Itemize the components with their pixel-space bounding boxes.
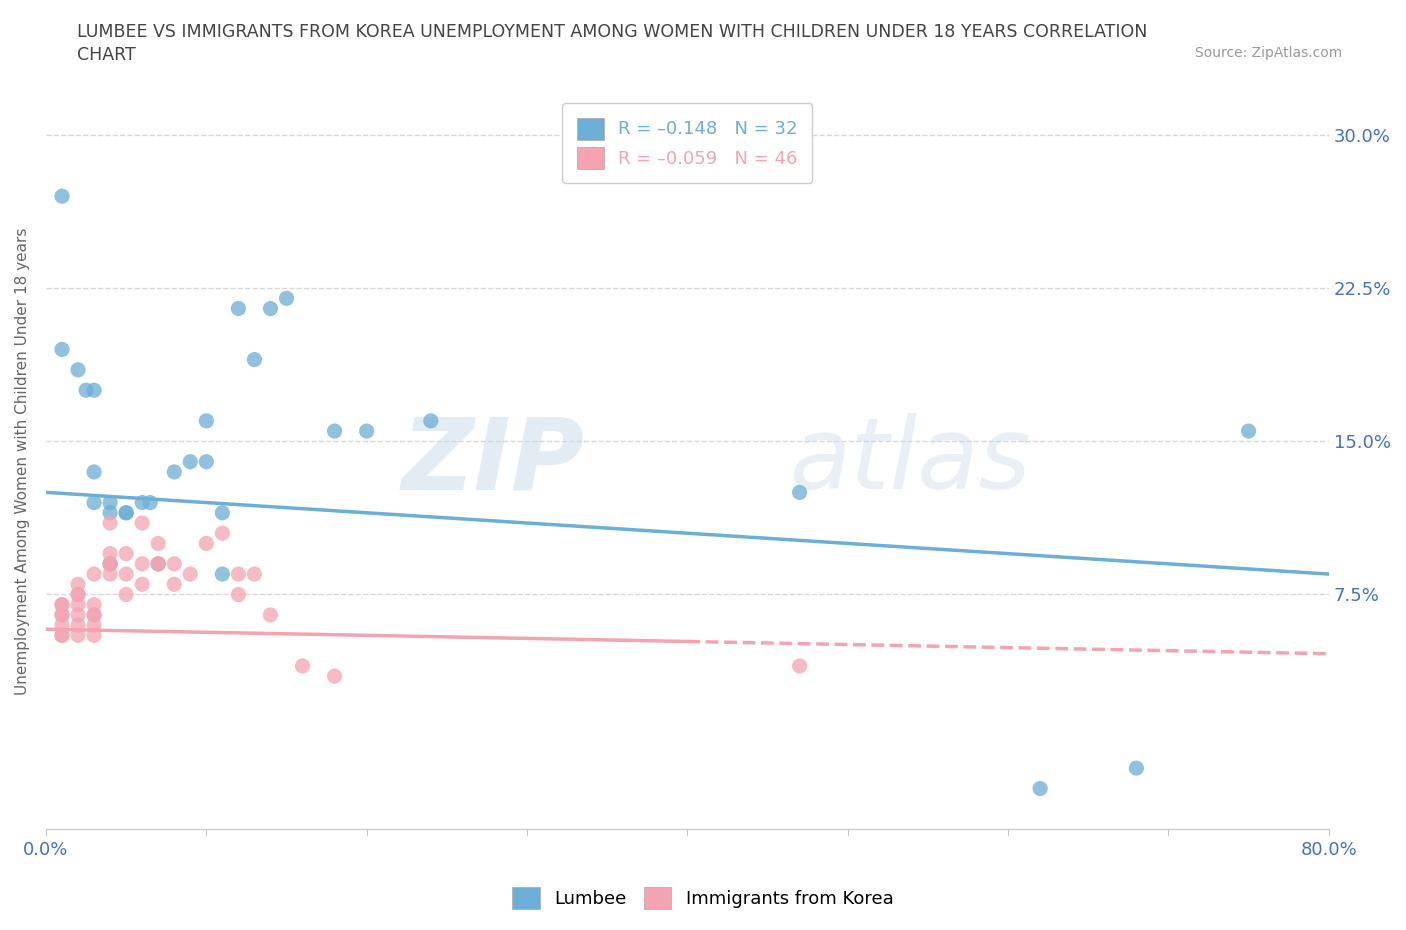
Point <box>1125 761 1147 776</box>
Point <box>51 342 73 357</box>
Point <box>83 495 105 510</box>
Point <box>163 577 186 591</box>
Point <box>67 587 90 602</box>
Point <box>67 618 90 632</box>
Point <box>83 618 105 632</box>
Point <box>51 607 73 622</box>
Point <box>83 464 105 479</box>
Point <box>115 587 138 602</box>
Point <box>148 556 170 571</box>
Point <box>67 597 90 612</box>
Point <box>356 424 378 439</box>
Point <box>163 464 186 479</box>
Point <box>51 607 73 622</box>
Point <box>131 577 153 591</box>
Point <box>67 363 90 378</box>
Point <box>75 383 97 398</box>
Point <box>211 525 233 540</box>
Point <box>195 536 218 551</box>
Point <box>67 577 90 591</box>
Text: LUMBEE VS IMMIGRANTS FROM KOREA UNEMPLOYMENT AMONG WOMEN WITH CHILDREN UNDER 18 : LUMBEE VS IMMIGRANTS FROM KOREA UNEMPLOY… <box>77 23 1147 41</box>
Point <box>131 556 153 571</box>
Point <box>789 485 811 499</box>
Point <box>115 505 138 520</box>
Point <box>179 566 201 581</box>
Point <box>98 495 121 510</box>
Point <box>195 414 218 429</box>
Point <box>51 597 73 612</box>
Point <box>419 414 441 429</box>
Point <box>259 301 281 316</box>
Point <box>98 556 121 571</box>
Point <box>98 505 121 520</box>
Point <box>51 189 73 204</box>
Point <box>228 301 250 316</box>
Point <box>98 556 121 571</box>
Point <box>51 618 73 632</box>
Text: atlas: atlas <box>790 413 1032 511</box>
Point <box>276 291 298 306</box>
Point <box>98 515 121 530</box>
Point <box>115 566 138 581</box>
Point <box>115 505 138 520</box>
Point <box>83 597 105 612</box>
Text: ZIP: ZIP <box>402 413 585 511</box>
Text: CHART: CHART <box>77 46 136 64</box>
Point <box>98 556 121 571</box>
Point <box>83 383 105 398</box>
Point <box>211 566 233 581</box>
Legend: Lumbee, Immigrants from Korea: Lumbee, Immigrants from Korea <box>505 880 901 916</box>
Point <box>131 495 153 510</box>
Point <box>148 556 170 571</box>
Point <box>83 607 105 622</box>
Point <box>83 628 105 643</box>
Point <box>195 454 218 469</box>
Point <box>243 352 266 367</box>
Point <box>83 566 105 581</box>
Point <box>228 587 250 602</box>
Point <box>115 546 138 561</box>
Point <box>148 556 170 571</box>
Point <box>51 628 73 643</box>
Point <box>67 607 90 622</box>
Point <box>179 454 201 469</box>
Point <box>323 669 346 684</box>
Point <box>243 566 266 581</box>
Point <box>67 628 90 643</box>
Text: Source: ZipAtlas.com: Source: ZipAtlas.com <box>1195 46 1343 60</box>
Point <box>1029 781 1052 796</box>
Point <box>291 658 314 673</box>
Point <box>228 566 250 581</box>
Point <box>98 566 121 581</box>
Point <box>259 607 281 622</box>
Point <box>51 628 73 643</box>
Point <box>789 658 811 673</box>
Point <box>83 607 105 622</box>
Point <box>67 587 90 602</box>
Point <box>323 424 346 439</box>
Point <box>1237 424 1260 439</box>
Point <box>211 505 233 520</box>
Point <box>163 556 186 571</box>
Point <box>51 597 73 612</box>
Point <box>98 546 121 561</box>
Point <box>148 536 170 551</box>
Point <box>139 495 162 510</box>
Point <box>131 515 153 530</box>
Y-axis label: Unemployment Among Women with Children Under 18 years: Unemployment Among Women with Children U… <box>15 228 30 696</box>
Legend: R = –0.148   N = 32, R = –0.059   N = 46: R = –0.148 N = 32, R = –0.059 N = 46 <box>562 103 813 183</box>
